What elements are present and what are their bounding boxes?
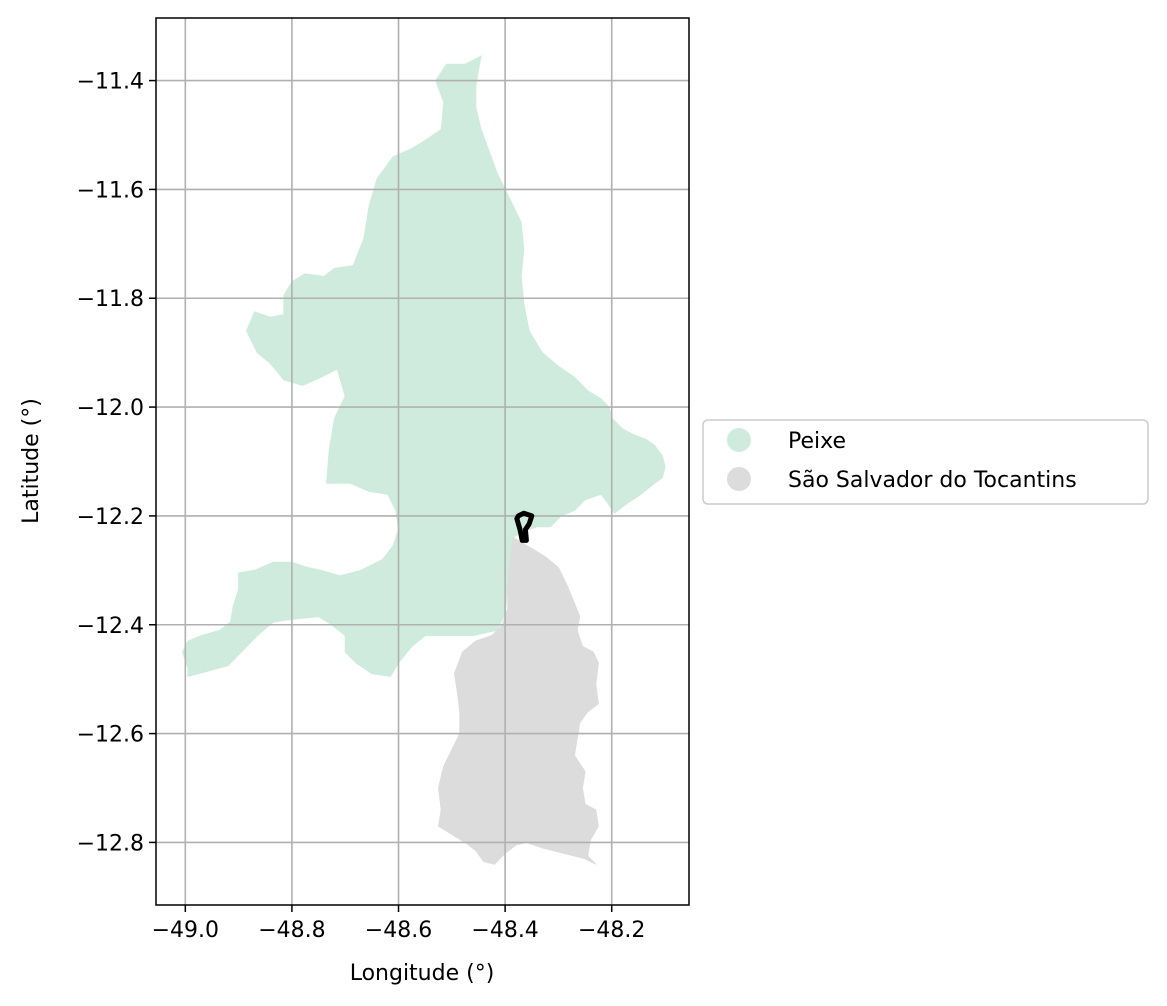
x-tick-label: −48.8 [258,918,325,943]
y-axis-title: Latitude (°) [19,398,44,524]
x-axis: −49.0 −48.8 −48.6 −48.4 −48.2 [152,905,645,943]
regions-layer [182,55,666,865]
y-tick-label: −12.4 [77,614,144,639]
y-tick-label: −11.8 [77,287,144,312]
x-axis-title: Longitude (°) [350,961,495,986]
x-tick-label: −49.0 [152,918,219,943]
legend-label-sao-salvador-do-tocantins: São Salvador do Tocantins [788,468,1077,493]
grid-layer [156,18,689,905]
x-tick-label: −48.2 [578,918,645,943]
region-sao-salvador-do-tocantins [437,536,599,865]
legend: Peixe São Salvador do Tocantins [702,419,1149,505]
y-tick-label: −12.8 [77,831,144,856]
x-tick-label: −48.6 [365,918,432,943]
legend-label-peixe: Peixe [788,429,846,454]
y-tick-label: −11.6 [77,178,144,203]
plot-frame [155,17,690,906]
y-tick-label: −11.4 [77,70,144,95]
legend-marker-sao-salvador-do-tocantins [727,467,751,491]
legend-marker-peixe [727,428,751,452]
y-tick-label: −12.2 [77,505,144,530]
legend-frame [702,419,1149,505]
y-tick-label: −12.0 [77,396,144,421]
y-tick-label: −12.6 [77,723,144,748]
y-axis: −11.4 −11.6 −11.8 −12.0 −12.2 −12.4 −12.6 −12.8 [77,70,156,856]
outline-layer [514,510,535,543]
highlighted-area-outline [514,510,535,543]
x-tick-label: −48.4 [471,918,538,943]
region-peixe [182,55,666,678]
